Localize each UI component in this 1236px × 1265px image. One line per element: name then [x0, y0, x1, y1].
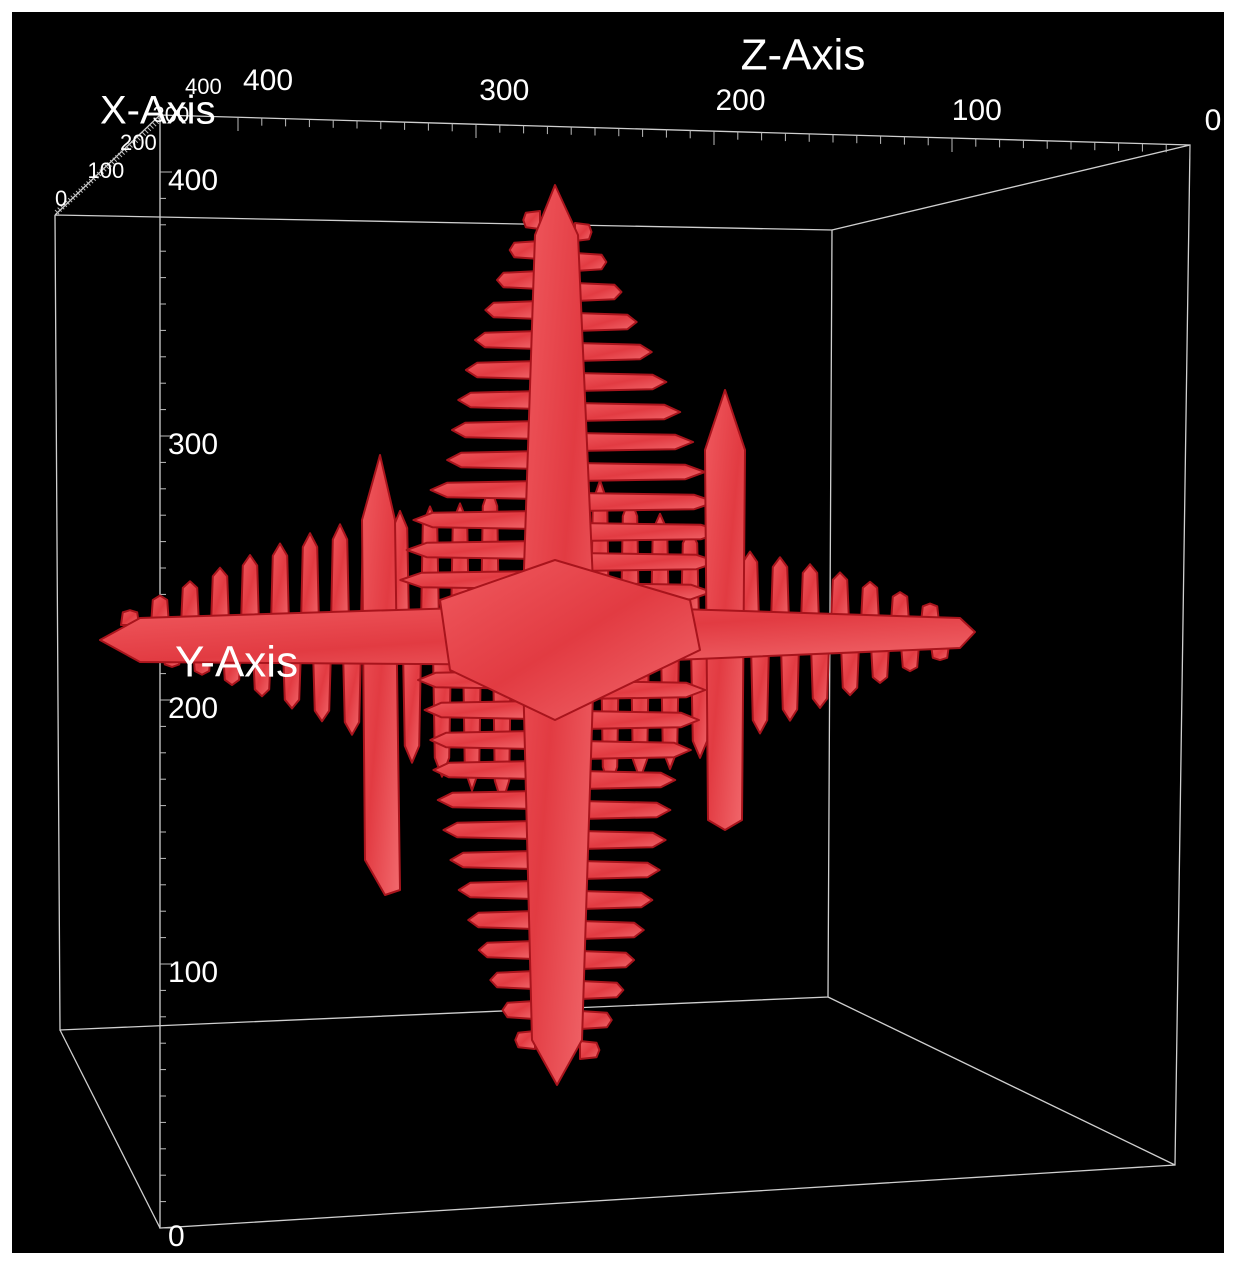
- y-tick-label: 400: [168, 164, 218, 197]
- dendrite-arm: [575, 283, 621, 301]
- dendrite-arm: [580, 711, 699, 729]
- y-tick-label: 0: [168, 1220, 185, 1253]
- z-axis-label: Z-Axis: [741, 31, 866, 80]
- dendrite-arm: [751, 645, 769, 733]
- z-tick-label: 100: [952, 94, 1002, 127]
- x-tick-label: 300: [153, 102, 190, 127]
- dendrite-arm: [580, 951, 634, 969]
- dendrite-arm: [575, 403, 680, 421]
- dendrite-arm: [575, 493, 715, 511]
- dendrite-arm: [580, 1041, 599, 1059]
- dendrite-arm: [575, 313, 637, 331]
- x-tick-label: 200: [120, 130, 157, 155]
- dendrite-arm: [490, 971, 535, 989]
- dendrite-arm: [580, 831, 666, 849]
- dendrite-arm: [575, 553, 718, 571]
- dendrite-arm: [580, 741, 691, 759]
- dendrite-arm: [580, 801, 670, 819]
- dendrite-arm: [580, 771, 675, 789]
- dendrite-arm: [438, 791, 535, 809]
- y-axis-label: Y-Axis: [175, 638, 298, 687]
- dendrite-arm: [575, 463, 705, 481]
- dendrite-arm: [580, 861, 660, 879]
- dendrite-arm: [430, 731, 535, 749]
- dendrite-arm: [580, 981, 623, 999]
- dendrite-arm: [575, 373, 666, 391]
- dendrite-arm: [433, 761, 535, 779]
- x-tick-label: 0: [55, 186, 67, 211]
- dendrite-arm: [450, 851, 535, 869]
- z-tick-label: 0: [1205, 104, 1222, 137]
- dendrite-arm: [475, 331, 540, 349]
- dendrite-arm: [443, 821, 535, 839]
- z-tick-label: 200: [715, 84, 765, 117]
- dendrite-arm: [301, 533, 319, 625]
- dendrite-arm: [413, 511, 540, 529]
- dendrite-arm: [575, 523, 723, 541]
- dendrite-arm: [479, 941, 535, 959]
- x-tick-label: 100: [88, 158, 125, 183]
- dendrite-arm: [580, 921, 644, 939]
- volume-render: Z-Axis X-Axis Y-Axis 0100200300400400300…: [0, 0, 1236, 1265]
- dendrite-arm: [458, 391, 540, 409]
- z-tick-label: 400: [243, 64, 293, 97]
- y-tick-label: 300: [168, 428, 218, 461]
- dendrite-arm: [407, 541, 540, 559]
- dendrite-arm: [466, 361, 540, 379]
- dendrite-arm: [575, 433, 693, 451]
- dendrite-arm: [431, 481, 540, 499]
- dendrite-arm: [580, 891, 652, 909]
- dendrite-arm: [425, 701, 535, 719]
- x-tick-label: 400: [185, 74, 222, 99]
- dendrite-arm: [331, 524, 349, 625]
- dendrite-arm: [459, 881, 535, 899]
- dendrite-arm: [452, 421, 540, 439]
- dendrite-arm: [468, 911, 535, 929]
- dendrite-arm: [362, 455, 400, 895]
- page: Z-Axis X-Axis Y-Axis 0100200300400400300…: [0, 0, 1236, 1265]
- z-tick-label: 300: [479, 74, 529, 107]
- dendrite-arm: [403, 650, 421, 763]
- dendrite-arm: [580, 1011, 612, 1029]
- dendrite-arm: [575, 343, 652, 361]
- dendrite-arm: [447, 451, 540, 469]
- y-tick-label: 100: [168, 956, 218, 989]
- y-tick-label: 200: [168, 692, 218, 725]
